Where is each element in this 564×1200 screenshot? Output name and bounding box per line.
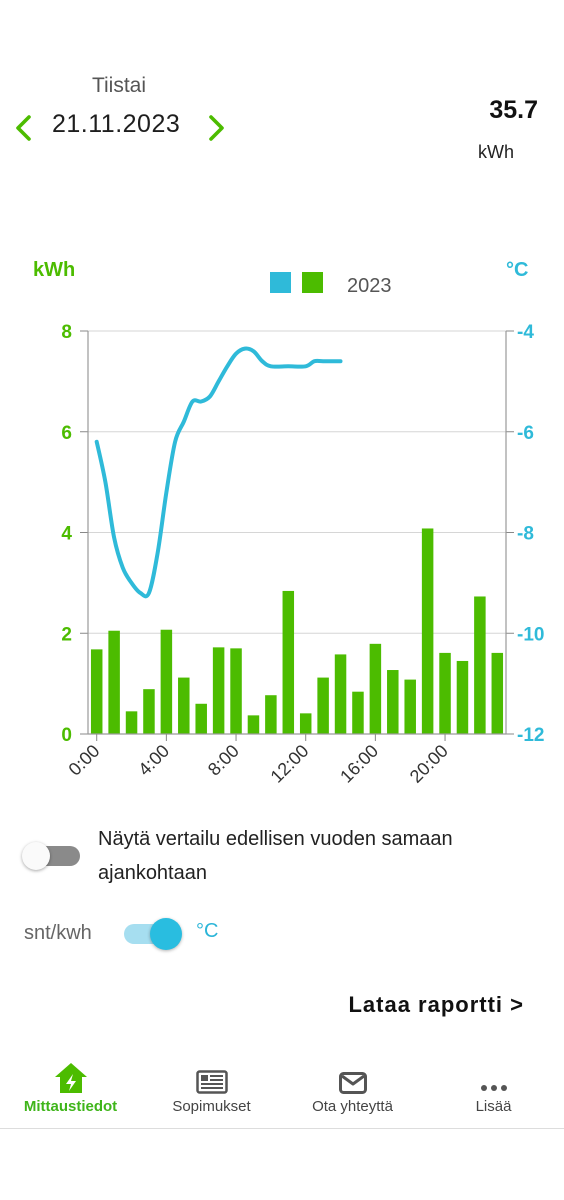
kwh-bars (90, 528, 504, 734)
nav-label: Mittaustiedot (23, 1098, 118, 1115)
kwh-bar (421, 528, 434, 734)
kwh-bar (404, 679, 416, 734)
right-axis-unit: °C (506, 259, 528, 281)
kwh-bar (125, 711, 138, 734)
kwh-bar (456, 660, 469, 734)
kwh-bar (299, 713, 312, 734)
unit-switch-toggle[interactable] (122, 918, 184, 950)
kwh-bar (212, 647, 225, 734)
left-tick-label: 8 (61, 322, 72, 343)
left-tick-label: 2 (61, 624, 72, 645)
nav-tab-more[interactable]: Lisää (423, 1060, 564, 1115)
consumption-chart: 0 2 4 6 8 -12 -10 -8 -6 -4 0:00 4:00 8:00 12:00 16:00 2… (33, 259, 544, 787)
chevron-right-icon[interactable] (202, 110, 230, 146)
weekday-label: Tiistai (91, 74, 147, 97)
x-tick-label: 16:00 (336, 741, 382, 787)
toggle-knob (22, 842, 50, 870)
total-consumption-value: 35.7 (489, 96, 538, 124)
nav-label: Ota yhteyttä (312, 1098, 393, 1115)
chevron-left-icon[interactable] (10, 110, 38, 146)
nav-tab-measurements[interactable]: Mittaustiedot (0, 1060, 141, 1115)
envelope-icon (338, 1072, 367, 1094)
left-tick-label: 6 (61, 423, 72, 444)
legend-temperature-swatch (270, 272, 291, 293)
nav-label: Sopimukset (172, 1098, 251, 1115)
nav-divider (0, 1128, 564, 1129)
nav-label: Lisää (475, 1098, 512, 1115)
compare-previous-year-toggle[interactable] (22, 842, 80, 870)
x-tick-label: 4:00 (134, 741, 173, 780)
x-tick-label: 20:00 (406, 741, 452, 787)
selected-date: 21.11.2023 (52, 110, 181, 138)
kwh-bar (369, 643, 382, 734)
kwh-bar (439, 652, 451, 734)
kwh-bar (265, 695, 277, 734)
kwh-bar (143, 689, 155, 734)
right-tick-label: -10 (517, 624, 544, 645)
nav-tab-contracts[interactable]: Sopimukset (141, 1060, 282, 1115)
nav-tab-contact[interactable]: Ota yhteyttä (282, 1060, 423, 1115)
kwh-bar (491, 652, 504, 734)
x-tick-label: 0:00 (65, 741, 104, 780)
download-report-link[interactable]: Lataa raportti > (348, 992, 524, 1017)
kwh-bar (195, 703, 207, 734)
x-tick-label: 8:00 (204, 741, 243, 780)
kwh-bar (108, 630, 120, 734)
compare-previous-year-label: Näytä vertailu edellisen vuoden samaan a… (98, 828, 453, 884)
more-dots-icon (480, 1085, 507, 1091)
unit-switch-temperature-label: °C (196, 920, 219, 942)
toggle-knob (150, 918, 182, 950)
kwh-bar (474, 596, 486, 734)
legend-energy-swatch (302, 272, 323, 293)
right-tick-label: -12 (517, 725, 544, 746)
x-tick-label: 12:00 (267, 741, 313, 787)
kwh-bar (334, 654, 347, 734)
right-tick-label: -8 (517, 524, 534, 545)
kwh-bar (317, 677, 329, 734)
left-tick-label: 0 (61, 725, 72, 746)
temperature-line (94, 346, 343, 599)
kwh-bar (90, 649, 103, 734)
left-axis-unit: kWh (33, 259, 75, 281)
unit-switch-price-label: snt/kwh (24, 922, 92, 944)
chart-grid (88, 330, 506, 634)
document-list-icon (195, 1070, 228, 1094)
left-tick-label: 4 (61, 524, 72, 545)
kwh-bar (352, 691, 364, 734)
legend-year: 2023 (347, 275, 392, 297)
kwh-bar (282, 590, 295, 734)
right-tick-label: -4 (517, 322, 534, 343)
kwh-bar (178, 677, 190, 734)
kwh-bar (160, 629, 173, 734)
kwh-bar (230, 648, 242, 734)
kwh-bar (247, 715, 260, 734)
temperature-line-group (94, 346, 343, 599)
kwh-bar (387, 670, 399, 734)
house-bolt-icon (54, 1063, 87, 1093)
right-tick-label: -6 (517, 423, 534, 444)
total-consumption-unit: kWh (478, 142, 514, 162)
